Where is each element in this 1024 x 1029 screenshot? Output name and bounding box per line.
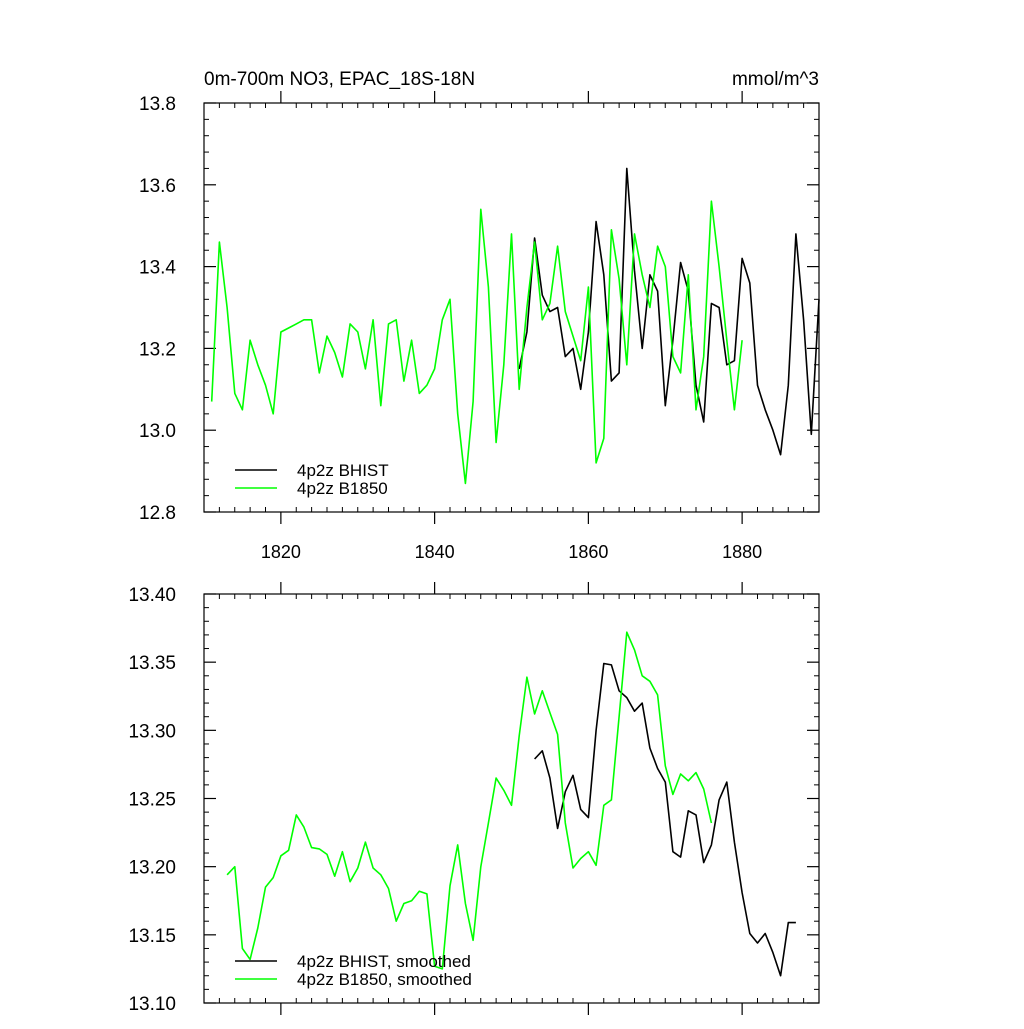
y-tick-label: 13.10 [128,994,176,1015]
y-tick-label: 13.6 [139,176,176,197]
legend-label: 4p2z BHIST, smoothed [297,952,471,971]
y-tick-label: 13.2 [139,339,176,360]
y-tick-label: 13.8 [139,94,176,115]
y-tick-label: 13.4 [139,258,176,279]
y-tick-label: 13.40 [128,585,176,606]
series-line-4p2z-bhist-smoothed [535,664,796,976]
plot-frame [204,103,819,512]
units-label: mmol/m^3 [732,69,819,90]
chart-panel-1: 1820 1840 1860 1880 12.8 13.0 13.2 13.4 13.6 13.8… [139,69,819,562]
y-tick-label: 13.30 [128,721,176,742]
legend-label: 4p2z BHIST [297,461,389,480]
series-line-4p2z-b1850-smoothed [227,632,711,969]
x-tick-label: 1880 [722,542,762,562]
y-tick-label: 13.0 [139,421,176,442]
x-tick-label: 1820 [261,542,301,562]
legend-label: 4p2z B1850 [297,479,388,498]
chart-panel-2: 13.10 13.15 13.20 13.25 13.30 13.35 13.40 4p2z … [128,582,819,1015]
y-tick-label: 13.15 [128,926,176,947]
x-tick-label: 1840 [415,542,455,562]
y-tick-label: 13.20 [128,858,176,879]
y-tick-label: 13.25 [128,790,176,811]
x-tick-label: 1860 [568,542,608,562]
y-tick-label: 13.35 [128,653,176,674]
series-line-4p2z-b1850 [212,201,742,483]
legend-label: 4p2z B1850, smoothed [297,970,472,989]
chart-title: 0m-700m NO3, EPAC_18S-18N [204,69,475,90]
y-tick-label: 12.8 [139,503,176,524]
